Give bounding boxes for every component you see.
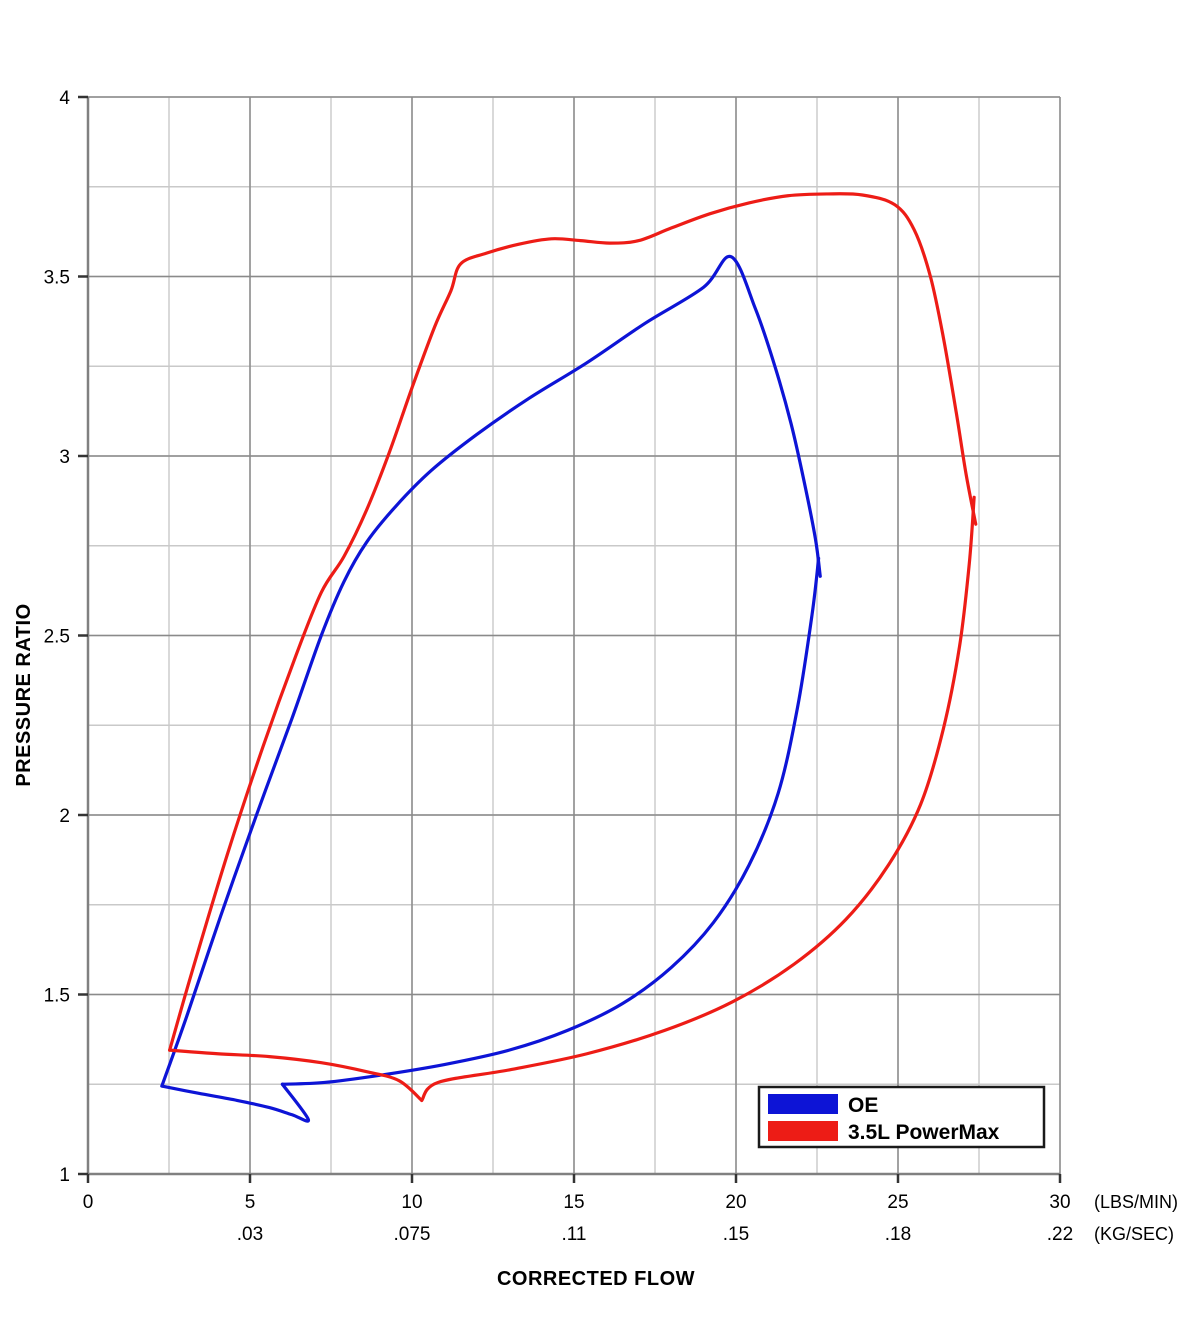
y-axis-tick-labels: 1 1.5 2 2.5 3 3.5 4 [44, 88, 71, 1186]
legend-swatch-oe [768, 1094, 838, 1114]
y-tick-label: 2 [59, 806, 70, 827]
series-curve-3-5l-choke [420, 495, 976, 1102]
series-curve-oe-choke [280, 556, 821, 1086]
x-axis-tick-labels: 0 5 10 15 20 25 30 [83, 1192, 1071, 1213]
legend: OE 3.5L PowerMax [757, 1085, 1046, 1149]
legend-label-powermax: 3.5L PowerMax [848, 1121, 1000, 1144]
series-curve-3-5l-powermax [168, 192, 978, 1052]
y-tick-label: 3 [59, 447, 70, 468]
x-tick-label: 10 [401, 1192, 422, 1213]
x-tick-label-kg: .075 [394, 1224, 431, 1245]
x-axis-unit-lbs: (LBS/MIN) [1094, 1192, 1178, 1212]
x-axis-unit-kg: (KG/SEC) [1094, 1224, 1174, 1244]
y-tick-label: 1 [59, 1165, 70, 1186]
x-tick-label: 25 [887, 1192, 908, 1213]
y-tick-label: 2.5 [44, 627, 70, 648]
x-tick-label-kg: .15 [723, 1224, 749, 1245]
x-tick-label: 15 [563, 1192, 584, 1213]
y-axis-ticks [78, 95, 88, 1176]
x-axis-ticks [86, 1174, 1062, 1183]
series-curve-oe-lowline [160, 1082, 310, 1123]
series-curve-3-5l-lowline [168, 1048, 424, 1102]
y-axis-title: PRESSURE RATIO [13, 603, 35, 786]
series-curve-oe [160, 254, 822, 1088]
x-axis-tick-labels-kg: .03 .075 .11 .15 .18 .22 [237, 1224, 1073, 1245]
y-tick-label: 1.5 [44, 986, 70, 1007]
x-tick-label: 30 [1049, 1192, 1070, 1213]
x-tick-label-kg: .22 [1047, 1224, 1073, 1245]
legend-swatch-powermax [768, 1121, 838, 1141]
y-tick-label: 4 [59, 88, 70, 109]
x-tick-label-kg: .03 [237, 1224, 263, 1245]
x-tick-label: 5 [245, 1192, 256, 1213]
series-curves [160, 192, 978, 1123]
x-tick-label: 0 [83, 1192, 94, 1213]
y-tick-label: 3.5 [44, 268, 70, 289]
x-tick-label-kg: .18 [885, 1224, 911, 1245]
legend-label-oe: OE [848, 1094, 878, 1117]
x-tick-label: 20 [725, 1192, 746, 1213]
x-axis-title: CORRECTED FLOW [497, 1268, 695, 1290]
x-tick-label-kg: .11 [561, 1224, 586, 1245]
